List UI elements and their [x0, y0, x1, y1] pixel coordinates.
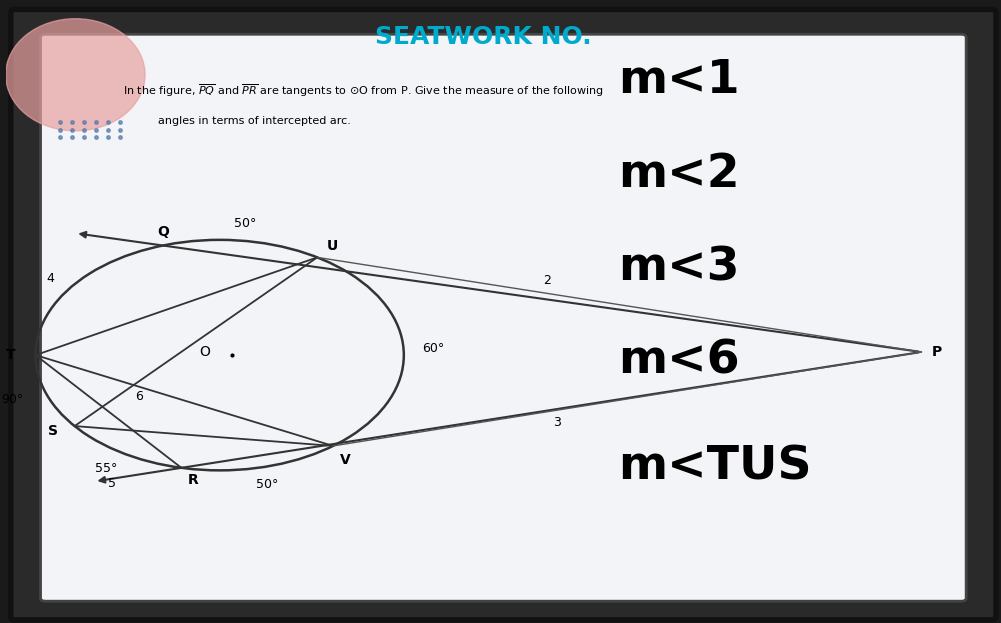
Text: 2: 2	[543, 274, 551, 287]
Text: U: U	[326, 239, 337, 253]
Text: T: T	[6, 348, 15, 362]
FancyBboxPatch shape	[11, 9, 996, 620]
Text: In the figure, $\overline{PQ}$ and $\overline{PR}$ are tangents to $\odot$O from: In the figure, $\overline{PQ}$ and $\ove…	[123, 82, 605, 98]
Text: P: P	[932, 345, 942, 359]
Text: 50°: 50°	[234, 217, 256, 230]
Text: 55°: 55°	[95, 462, 117, 475]
Text: 50°: 50°	[256, 478, 278, 491]
Text: 6: 6	[135, 390, 142, 402]
FancyBboxPatch shape	[41, 34, 966, 601]
Text: S: S	[48, 424, 58, 438]
Text: 5: 5	[108, 477, 116, 490]
Text: m<6: m<6	[618, 339, 740, 384]
Text: SEATWORK NO.: SEATWORK NO.	[375, 26, 592, 49]
Text: angles in terms of intercepted arc.: angles in terms of intercepted arc.	[158, 117, 351, 126]
Ellipse shape	[6, 19, 145, 131]
Text: Q: Q	[157, 225, 169, 239]
Text: 3: 3	[553, 416, 561, 429]
Text: R: R	[188, 473, 199, 487]
Text: m<1: m<1	[618, 59, 740, 103]
Text: m<TUS: m<TUS	[618, 445, 812, 490]
Text: m<3: m<3	[618, 245, 740, 290]
Text: 4: 4	[47, 272, 54, 285]
Text: m<2: m<2	[618, 152, 740, 197]
Text: 90°: 90°	[2, 393, 24, 406]
Text: V: V	[339, 453, 350, 467]
Text: 60°: 60°	[422, 341, 444, 354]
Text: O: O	[199, 345, 210, 359]
